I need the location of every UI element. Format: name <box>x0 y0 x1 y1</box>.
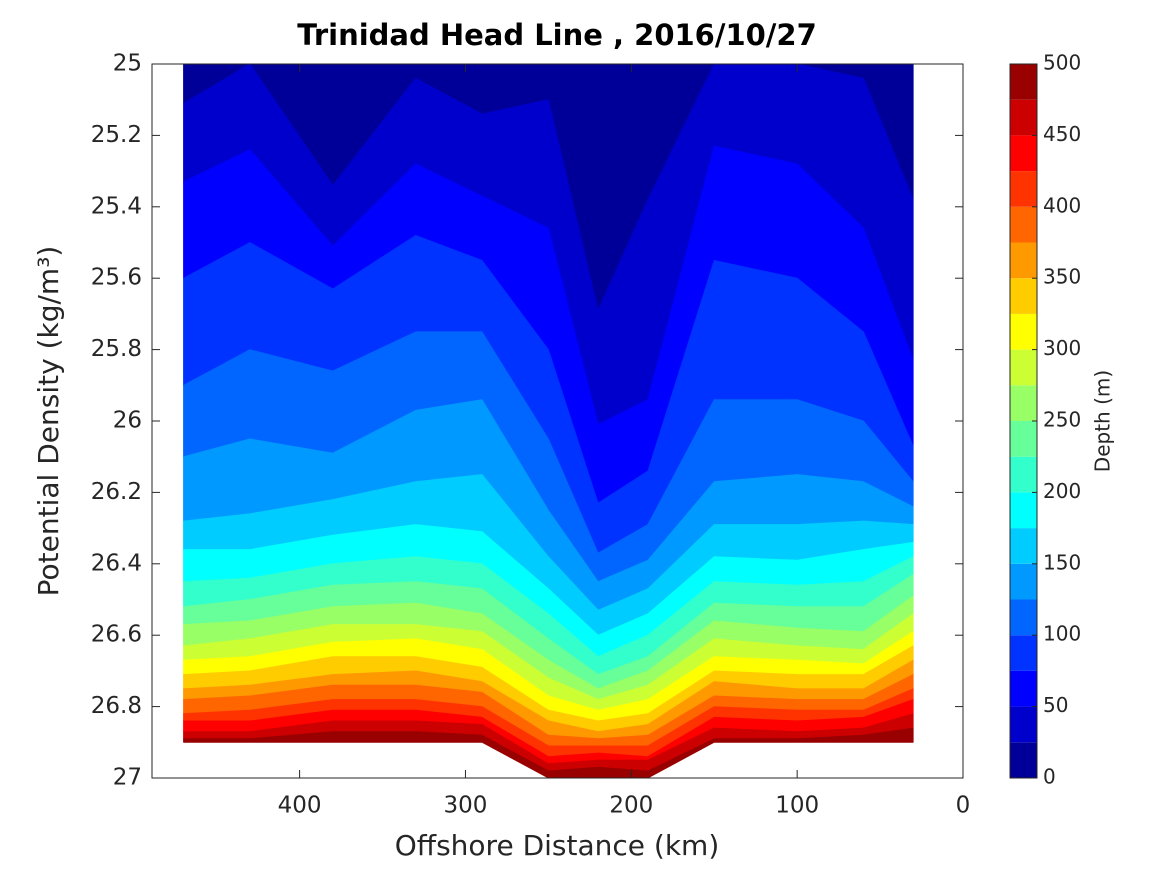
colorbar-band <box>1010 563 1037 600</box>
colorbar-band <box>1010 492 1037 529</box>
colorbar-band <box>1010 242 1037 279</box>
x-tick-label: 400 <box>278 793 322 819</box>
colorbar-band <box>1010 349 1037 386</box>
x-tick-label: 200 <box>609 793 653 819</box>
colorbar-band <box>1010 599 1037 636</box>
colorbar-tick-label: 300 <box>1043 336 1081 360</box>
colorbar-band <box>1010 456 1037 493</box>
colorbar-band <box>1010 528 1037 564</box>
y-tick-label: 27 <box>113 765 142 791</box>
colorbar-band <box>1010 64 1037 100</box>
colorbar-tick-label: 200 <box>1043 479 1081 503</box>
colorbar-tick-label: 400 <box>1043 193 1081 217</box>
colorbar-band <box>1010 706 1037 743</box>
x-axis-label: Offshore Distance (km) <box>395 829 720 862</box>
colorbar-band <box>1010 313 1037 350</box>
y-tick-label: 26.8 <box>91 693 142 719</box>
x-tick-label: 100 <box>775 793 819 819</box>
y-tick-label: 25.2 <box>91 122 142 148</box>
colorbar-band <box>1010 742 1037 778</box>
y-axis-label: Potential Density (kg/m³) <box>32 246 65 597</box>
contour-band <box>183 727 914 779</box>
colorbar-tick-label: 350 <box>1043 265 1081 289</box>
y-tick-label: 25.4 <box>91 193 142 219</box>
colorbar-band <box>1010 421 1037 457</box>
colorbar-band <box>1010 171 1037 207</box>
x-tick-label: 300 <box>444 793 488 819</box>
colorbar-tick-label: 500 <box>1043 51 1081 75</box>
colorbar-tick-label: 0 <box>1043 765 1056 789</box>
colorbar-band <box>1010 135 1037 172</box>
colorbar-band <box>1010 206 1037 243</box>
chart-title: Trinidad Head Line , 2016/10/27 <box>297 18 817 52</box>
y-tick-label: 26.4 <box>91 550 142 576</box>
y-tick-label: 26.2 <box>91 479 142 505</box>
colorbar-band <box>1010 635 1037 671</box>
colorbar-band <box>1010 385 1037 421</box>
colorbar-band <box>1010 99 1037 136</box>
colorbar-tick-label: 150 <box>1043 550 1081 574</box>
x-tick-label: 0 <box>956 793 971 819</box>
y-tick-label: 25.6 <box>91 265 142 291</box>
colorbar-band <box>1010 670 1037 707</box>
colorbar-tick-label: 250 <box>1043 408 1081 432</box>
colorbar-tick-label: 450 <box>1043 122 1081 146</box>
y-tick-label: 25.8 <box>91 336 142 362</box>
colorbar-tick-label: 50 <box>1043 693 1068 717</box>
y-tick-label: 26 <box>113 408 142 434</box>
colorbar-tick-label: 100 <box>1043 622 1081 646</box>
y-tick-label: 25 <box>113 51 142 77</box>
colorbar-band <box>1010 278 1037 314</box>
colorbar-label: Depth (m) <box>1091 370 1115 472</box>
y-tick-label: 26.6 <box>91 622 142 648</box>
